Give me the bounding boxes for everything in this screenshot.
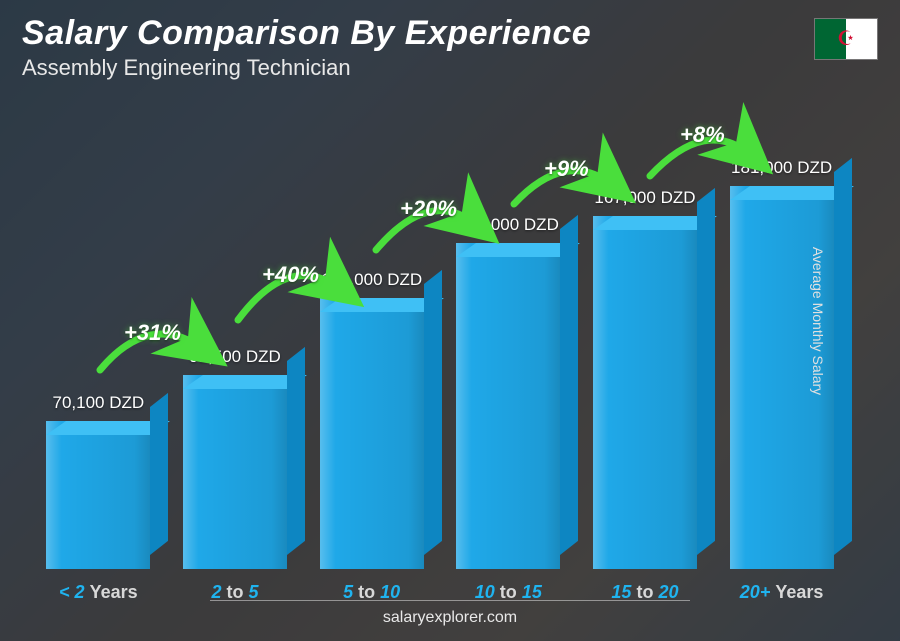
bar-value-label: 70,100 DZD	[52, 393, 144, 413]
bar-value-label: 154,000 DZD	[458, 215, 559, 235]
bar-group: 70,100 DZD< 2 Years	[38, 393, 158, 569]
chart-container: Salary Comparison By Experience Assembly…	[0, 0, 900, 641]
bar-side-face	[697, 188, 715, 555]
bar-group: 154,000 DZD10 to 15	[448, 215, 568, 569]
bar-side-face	[424, 270, 442, 555]
bar-front-face	[46, 421, 150, 569]
bar-category-label: 20+ Years	[740, 582, 824, 603]
bar-group: 167,000 DZD15 to 20	[585, 188, 705, 569]
bar-group: 91,500 DZD2 to 5	[175, 347, 295, 569]
bar-front-face	[456, 243, 560, 569]
footer-divider	[210, 600, 690, 601]
chart-title: Salary Comparison By Experience	[22, 14, 591, 53]
bar-front-face	[183, 375, 287, 569]
percent-increase-badge: +9%	[544, 156, 589, 182]
bar-3d	[46, 421, 150, 569]
percent-increase-badge: +8%	[680, 122, 725, 148]
bar-value-label: 181,000 DZD	[731, 158, 832, 178]
percent-increase-badge: +31%	[124, 320, 181, 346]
bar-side-face	[834, 158, 852, 555]
bar-3d	[593, 216, 697, 569]
y-axis-label: Average Monthly Salary	[810, 246, 826, 394]
bar-front-face	[320, 298, 424, 569]
chart-header: Salary Comparison By Experience Assembly…	[22, 14, 591, 81]
percent-increase-badge: +40%	[262, 262, 319, 288]
percent-increase-badge: +20%	[400, 196, 457, 222]
bar-side-face	[150, 393, 168, 555]
bar-3d	[320, 298, 424, 569]
chart-subtitle: Assembly Engineering Technician	[22, 55, 591, 81]
bar-category-label: < 2 Years	[59, 582, 138, 603]
bar-side-face	[560, 215, 578, 555]
source-attribution: salaryexplorer.com	[383, 609, 517, 627]
bar-value-label: 128,000 DZD	[321, 270, 422, 290]
country-flag-algeria: ☪	[814, 18, 878, 60]
bar-3d	[183, 375, 287, 569]
bar-value-label: 167,000 DZD	[594, 188, 695, 208]
flag-crescent-star-icon: ☪	[837, 29, 855, 49]
bar-value-label: 91,500 DZD	[189, 347, 281, 367]
bar-side-face	[287, 347, 305, 555]
bar-group: 128,000 DZD5 to 10	[312, 270, 432, 569]
bar-front-face	[593, 216, 697, 569]
bar-3d	[456, 243, 560, 569]
